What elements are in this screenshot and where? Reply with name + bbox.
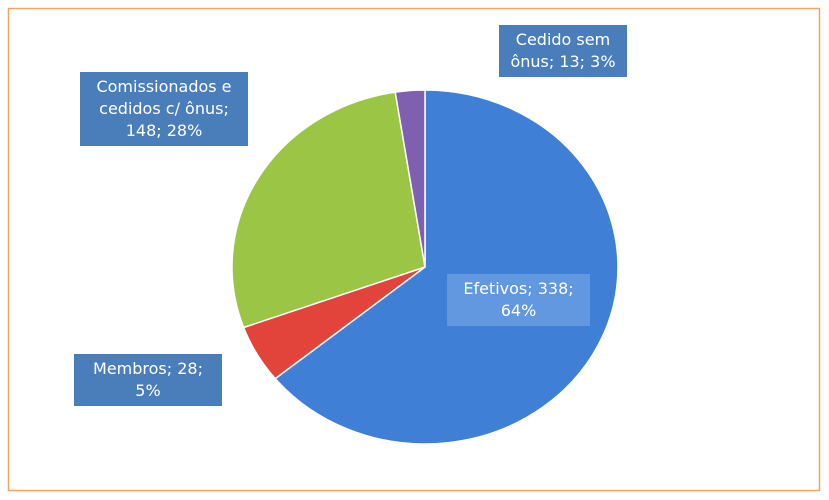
pie-slice bbox=[394, 89, 426, 268]
frame bbox=[7, 7, 821, 492]
data-label: Membros; 28; 5% bbox=[74, 354, 222, 406]
pie-slice bbox=[231, 91, 426, 329]
data-label: Comissionados e cedidos c/ ônus; 148; 28… bbox=[80, 72, 248, 146]
pie-slice bbox=[274, 89, 619, 445]
data-label: Efetivos; 338; 64% bbox=[447, 274, 590, 326]
data-label: Cedido sem ônus; 13; 3% bbox=[499, 25, 627, 77]
